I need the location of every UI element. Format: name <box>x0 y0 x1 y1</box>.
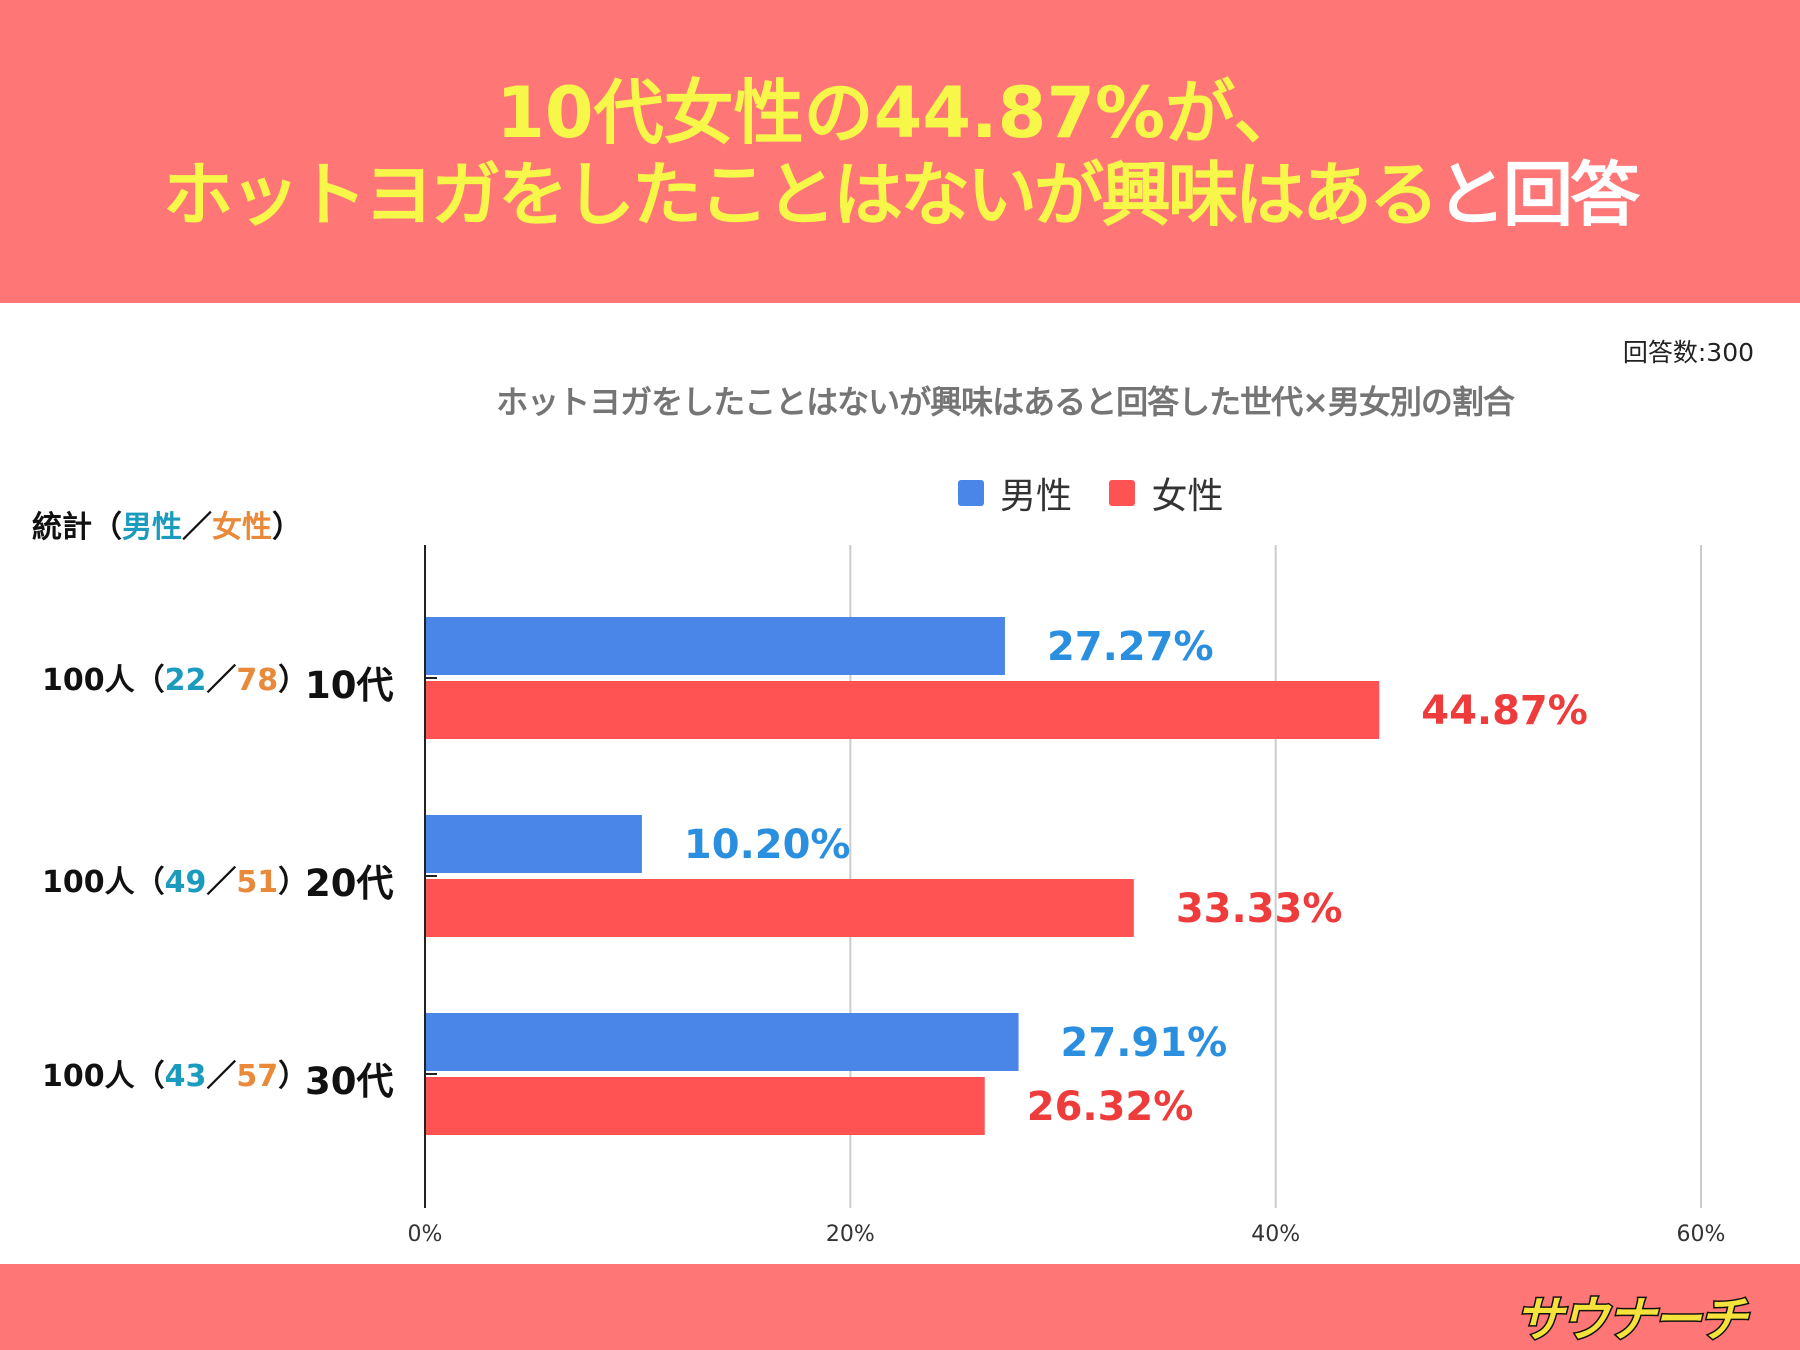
headline-line-2-main: ホットヨガをしたことはないが興味はある <box>163 154 1439 236</box>
chart-title: ホットヨガをしたことはないが興味はあると回答した世代×男女別の割合 <box>496 383 1515 421</box>
stats-female-count: 51 <box>236 865 279 900</box>
bar-male-30代 <box>426 1013 1019 1071</box>
data-label-female-10代: 44.87% <box>1421 688 1588 734</box>
stats-sep: ／ <box>206 865 237 900</box>
stats-total: 100人（ <box>42 1059 165 1094</box>
stats-row-30s: 100人（43／57） <box>42 1051 308 1095</box>
stats-header: 統計（男性／女性） <box>32 502 302 546</box>
stats-row-20s: 100人（49／51） <box>42 857 308 901</box>
x-tick-label: 20% <box>826 1222 875 1247</box>
stats-male-count: 22 <box>164 663 207 698</box>
data-label-female-30代: 26.32% <box>1027 1084 1194 1130</box>
brand-logo-text: サウナーチ <box>1513 1291 1748 1350</box>
data-label-female-20代: 33.33% <box>1176 886 1343 932</box>
stats-male-count: 49 <box>164 865 207 900</box>
headline-line-2: ホットヨガをしたことはないが興味はあると回答 <box>0 160 1800 230</box>
response-count: 回答数:300 <box>1622 338 1754 367</box>
stats-sep: ／ <box>206 1059 237 1094</box>
bar-female-20代 <box>426 879 1134 937</box>
headline-line-1: 10代女性の44.87%が、 <box>496 72 1304 154</box>
stats-header-sep: ／ <box>182 510 212 545</box>
x-tick-label: 60% <box>1677 1222 1726 1247</box>
legend-item-male: 男性 <box>958 467 1072 519</box>
data-label-male-30代: 27.91% <box>1061 1020 1228 1066</box>
footer-banner: サウナーチ <box>0 1264 1800 1350</box>
legend-label-female: 女性 <box>1151 476 1224 517</box>
bar-male-10代 <box>426 617 1005 675</box>
stats-sep: ／ <box>206 663 237 698</box>
legend-item-female: 女性 <box>1109 467 1223 519</box>
category-label-20s: 20代 <box>305 862 394 905</box>
stats-header-male: 男性 <box>122 510 182 545</box>
legend-swatch-female <box>1109 480 1136 506</box>
header-banner: 10代女性の44.87%が、 ホットヨガをしたことはないが興味はあると回答 <box>0 0 1800 303</box>
x-tick-label: 40% <box>1251 1222 1300 1247</box>
legend-swatch-male <box>958 480 984 506</box>
data-label-male-20代: 10.20% <box>684 822 851 868</box>
bar-female-30代 <box>426 1077 985 1135</box>
stats-female-count: 57 <box>236 1059 279 1094</box>
chart-legend: 男性 女性 <box>958 467 1249 517</box>
stats-male-count: 43 <box>164 1059 207 1094</box>
x-tick-label: 0% <box>408 1222 443 1247</box>
bar-female-10代 <box>426 681 1380 739</box>
category-label-10s: 10代 <box>305 664 394 707</box>
bar-chart: 0% 20% 40% 60% 27.27% 44.87% 10.20% 33.33% 27.91… <box>408 545 1726 1247</box>
stats-close: ） <box>278 1059 309 1094</box>
data-label-male-10代: 27.27% <box>1047 624 1214 670</box>
stats-header-prefix: 統計（ <box>32 510 122 545</box>
stats-header-female: 女性 <box>212 510 272 545</box>
brand-logo: サウナーチ <box>1513 1276 1748 1350</box>
headline-line-2-white: と回答 <box>1436 154 1640 236</box>
bar-male-20代 <box>426 815 642 873</box>
stats-total: 100人（ <box>42 865 165 900</box>
stats-header-suffix: ） <box>272 510 302 545</box>
legend-label-male: 男性 <box>1000 476 1073 517</box>
stats-row-10s: 100人（22／78） <box>42 655 308 699</box>
stats-close: ） <box>278 865 309 900</box>
stats-female-count: 78 <box>236 663 279 698</box>
stats-close: ） <box>278 663 309 698</box>
stats-total: 100人（ <box>42 663 165 698</box>
category-label-30s: 30代 <box>305 1060 394 1103</box>
